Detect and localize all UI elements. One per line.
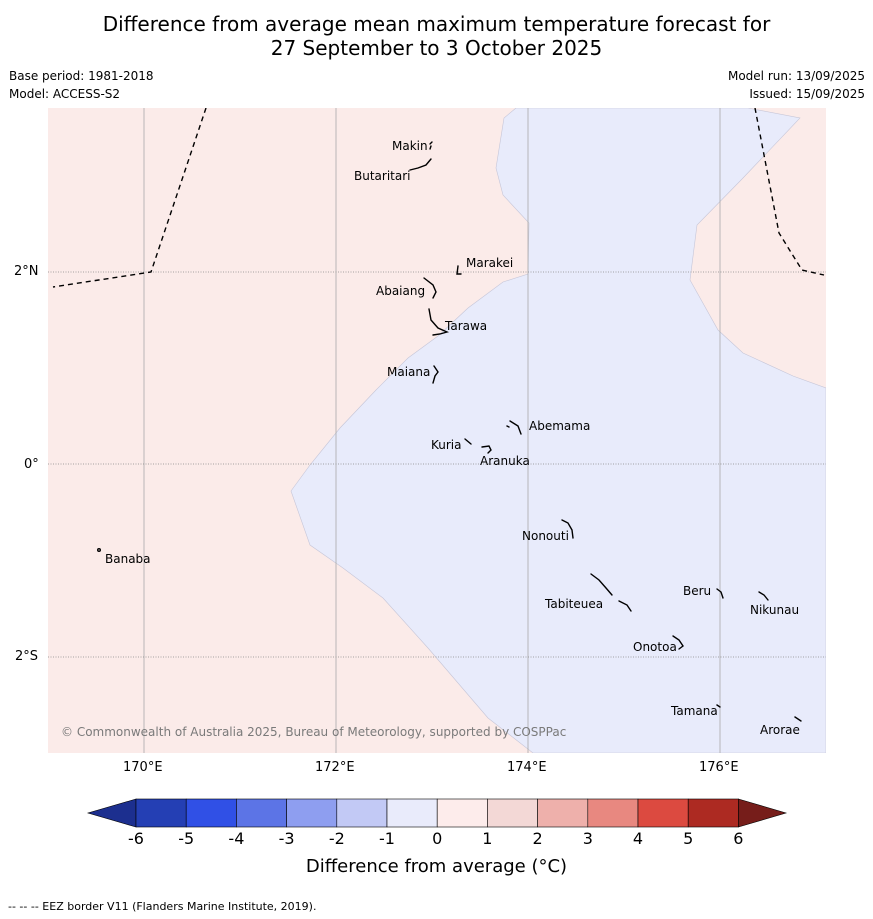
label-tabiteuea: Tabiteuea <box>544 597 603 611</box>
colorbar-tick-label: 5 <box>683 829 693 848</box>
colorbar-tick-label: -6 <box>128 829 144 848</box>
label-tarawa: Tarawa <box>444 319 487 333</box>
onotoa-island <box>672 635 684 650</box>
lon-label-172e: 172°E <box>315 760 355 775</box>
longitude-gridlines <box>143 108 721 753</box>
eez-border <box>52 108 825 288</box>
label-nonouti: Nonouti <box>522 529 569 543</box>
island-outlines <box>97 141 802 722</box>
colorbar: -6 -5 -4 -3 -2 -1 0 1 2 3 4 5 6 <box>86 798 788 848</box>
colorbar-swatches <box>86 798 788 828</box>
lat-label-2s: 2°S <box>15 649 39 664</box>
label-abaiang: Abaiang <box>376 284 425 298</box>
label-tamana: Tamana <box>670 704 718 718</box>
tarawa-island <box>428 308 450 336</box>
colorbar-swatch <box>436 798 488 828</box>
tabiteuea-island <box>590 573 632 612</box>
arorae-island <box>794 716 802 722</box>
label-arorae: Arorae <box>760 723 800 737</box>
colorbar-tick-label: -1 <box>379 829 395 848</box>
copyright-credit: © Commonwealth of Australia 2025, Bureau… <box>61 725 566 739</box>
colorbar-swatch <box>185 798 237 828</box>
colorbar-tick-label: 1 <box>482 829 492 848</box>
colorbar-tick-label: 4 <box>633 829 643 848</box>
model-run: Model run: 13/09/2025 <box>727 69 865 83</box>
abemama-island <box>506 420 522 435</box>
title-line-2: 27 September to 3 October 2025 <box>270 36 603 60</box>
colorbar-tick-label: -2 <box>329 829 345 848</box>
label-abemama: Abemama <box>529 419 590 433</box>
label-butaritari: Butaritari <box>354 169 411 183</box>
colorbar-extend-high <box>738 798 788 828</box>
label-kuria: Kuria <box>431 438 462 452</box>
lon-label-170e: 170°E <box>123 760 163 775</box>
colorbar-ticks: -6 -5 -4 -3 -2 -1 0 1 2 3 4 5 6 <box>128 829 743 848</box>
aranuka-island <box>481 445 492 454</box>
abaiang-island <box>423 277 437 299</box>
colorbar-swatch <box>336 798 388 828</box>
colorbar-swatch <box>286 798 338 828</box>
label-nikunau: Nikunau <box>750 603 799 617</box>
colorbar-swatch <box>537 798 589 828</box>
butaritari-island <box>409 158 432 171</box>
banaba-island <box>97 548 102 553</box>
colorbar-tick-label: -3 <box>279 829 295 848</box>
base-period: Base period: 1981-2018 <box>9 69 154 83</box>
label-maiana: Maiana <box>387 365 430 379</box>
colorbar-label: Difference from average (°C) <box>305 856 568 877</box>
maiana-island <box>432 365 439 384</box>
title-line-1: Difference from average mean maximum tem… <box>102 12 771 36</box>
issued-date: Issued: 15/09/2025 <box>749 87 865 101</box>
lon-label-174e: 174°E <box>507 760 547 775</box>
colorbar-tick-label: -4 <box>228 829 244 848</box>
warm-anomaly-region-east <box>516 108 826 388</box>
lat-label-2n: 2°N <box>14 264 39 279</box>
kuria-island <box>464 438 472 445</box>
map-title: Difference from average mean maximum tem… <box>0 12 873 60</box>
colorbar-swatch <box>487 798 538 828</box>
makin-island <box>429 141 433 150</box>
colorbar-swatch <box>587 798 639 828</box>
lon-label-176e: 176°E <box>699 760 739 775</box>
beru-island <box>716 588 724 599</box>
tamana-island <box>716 704 721 708</box>
nikunau-island <box>758 591 769 601</box>
colorbar-tick-label: 6 <box>733 829 743 848</box>
label-onotoa: Onotoa <box>633 640 677 654</box>
colorbar-swatch <box>236 798 287 828</box>
colorbar-swatch <box>637 798 689 828</box>
colorbar-swatch <box>386 798 438 828</box>
label-banaba: Banaba <box>105 552 151 566</box>
island-labels: Makin Butaritari Marakei Abaiang Tarawa … <box>105 139 800 737</box>
latitude-gridlines <box>48 271 826 658</box>
nonouti-island <box>561 519 574 539</box>
colorbar-swatch <box>135 798 187 828</box>
label-beru: Beru <box>683 584 711 598</box>
forecast-map: Makin Butaritari Marakei Abaiang Tarawa … <box>48 108 826 753</box>
colorbar-tick-label: 0 <box>432 829 442 848</box>
colorbar-tick-label: -5 <box>178 829 194 848</box>
colorbar-tick-label: 2 <box>533 829 543 848</box>
label-aranuka: Aranuka <box>480 454 530 468</box>
label-marakei: Marakei <box>466 256 513 270</box>
lat-label-0: 0° <box>24 457 39 472</box>
colorbar-extend-low <box>86 798 137 828</box>
label-makin: Makin <box>392 139 428 153</box>
colorbar-tick-label: 3 <box>583 829 593 848</box>
model-name: Model: ACCESS-S2 <box>9 87 121 101</box>
marakei-island <box>456 265 462 275</box>
eez-border-legend: -- -- -- EEZ border V11 (Flanders Marine… <box>8 900 317 913</box>
colorbar-swatch <box>687 798 739 828</box>
